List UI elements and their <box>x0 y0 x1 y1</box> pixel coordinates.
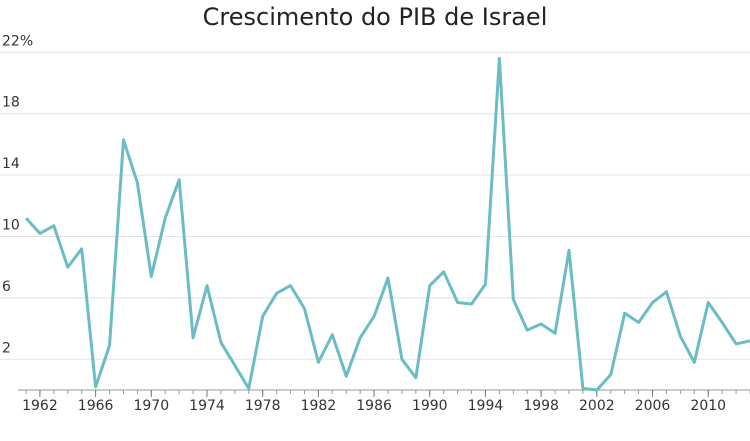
x-tick-label: 1990 <box>412 398 448 414</box>
x-tick-label: 1966 <box>78 398 114 414</box>
data-line <box>24 56 750 392</box>
x-tick-label: 2006 <box>635 398 671 414</box>
x-tick-label: 1994 <box>468 398 504 414</box>
x-tick-label: 2002 <box>579 398 615 414</box>
x-tick-label: 1974 <box>189 398 225 414</box>
y-tick-label: 18 <box>2 95 20 111</box>
x-tick-label: 1982 <box>301 398 337 414</box>
x-tick-label: 1998 <box>523 398 559 414</box>
x-tick-label: 1962 <box>22 398 58 414</box>
y-tick-label: 2 <box>2 340 11 356</box>
x-tick-label: 1970 <box>133 398 169 414</box>
x-tick-label: 2010 <box>690 398 726 414</box>
x-tick-label: 1978 <box>245 398 281 414</box>
y-tick-label: 6 <box>2 279 11 295</box>
y-tick-label: 22% <box>2 33 33 49</box>
y-tick-label: 10 <box>2 218 20 234</box>
chart-title: Crescimento do PIB de Israel <box>203 3 548 31</box>
x-tick-label: 1986 <box>356 398 392 414</box>
y-tick-label: 14 <box>2 156 20 172</box>
